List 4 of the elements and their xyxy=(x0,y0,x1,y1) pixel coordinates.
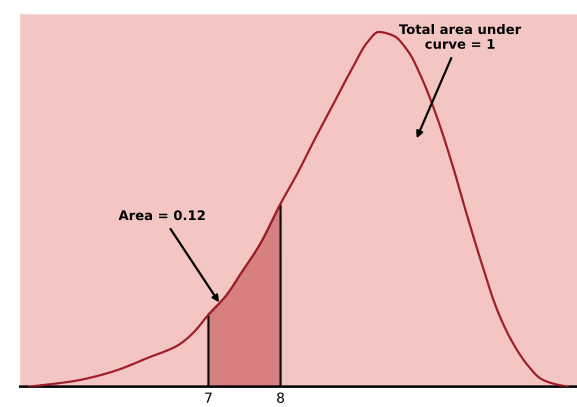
x-tick-label: 7 xyxy=(205,392,212,403)
x-tick-label: 8 xyxy=(277,392,284,403)
annotation: Total area under curve = 1 xyxy=(399,24,522,49)
annotation: Area = 0.12 xyxy=(118,210,205,220)
